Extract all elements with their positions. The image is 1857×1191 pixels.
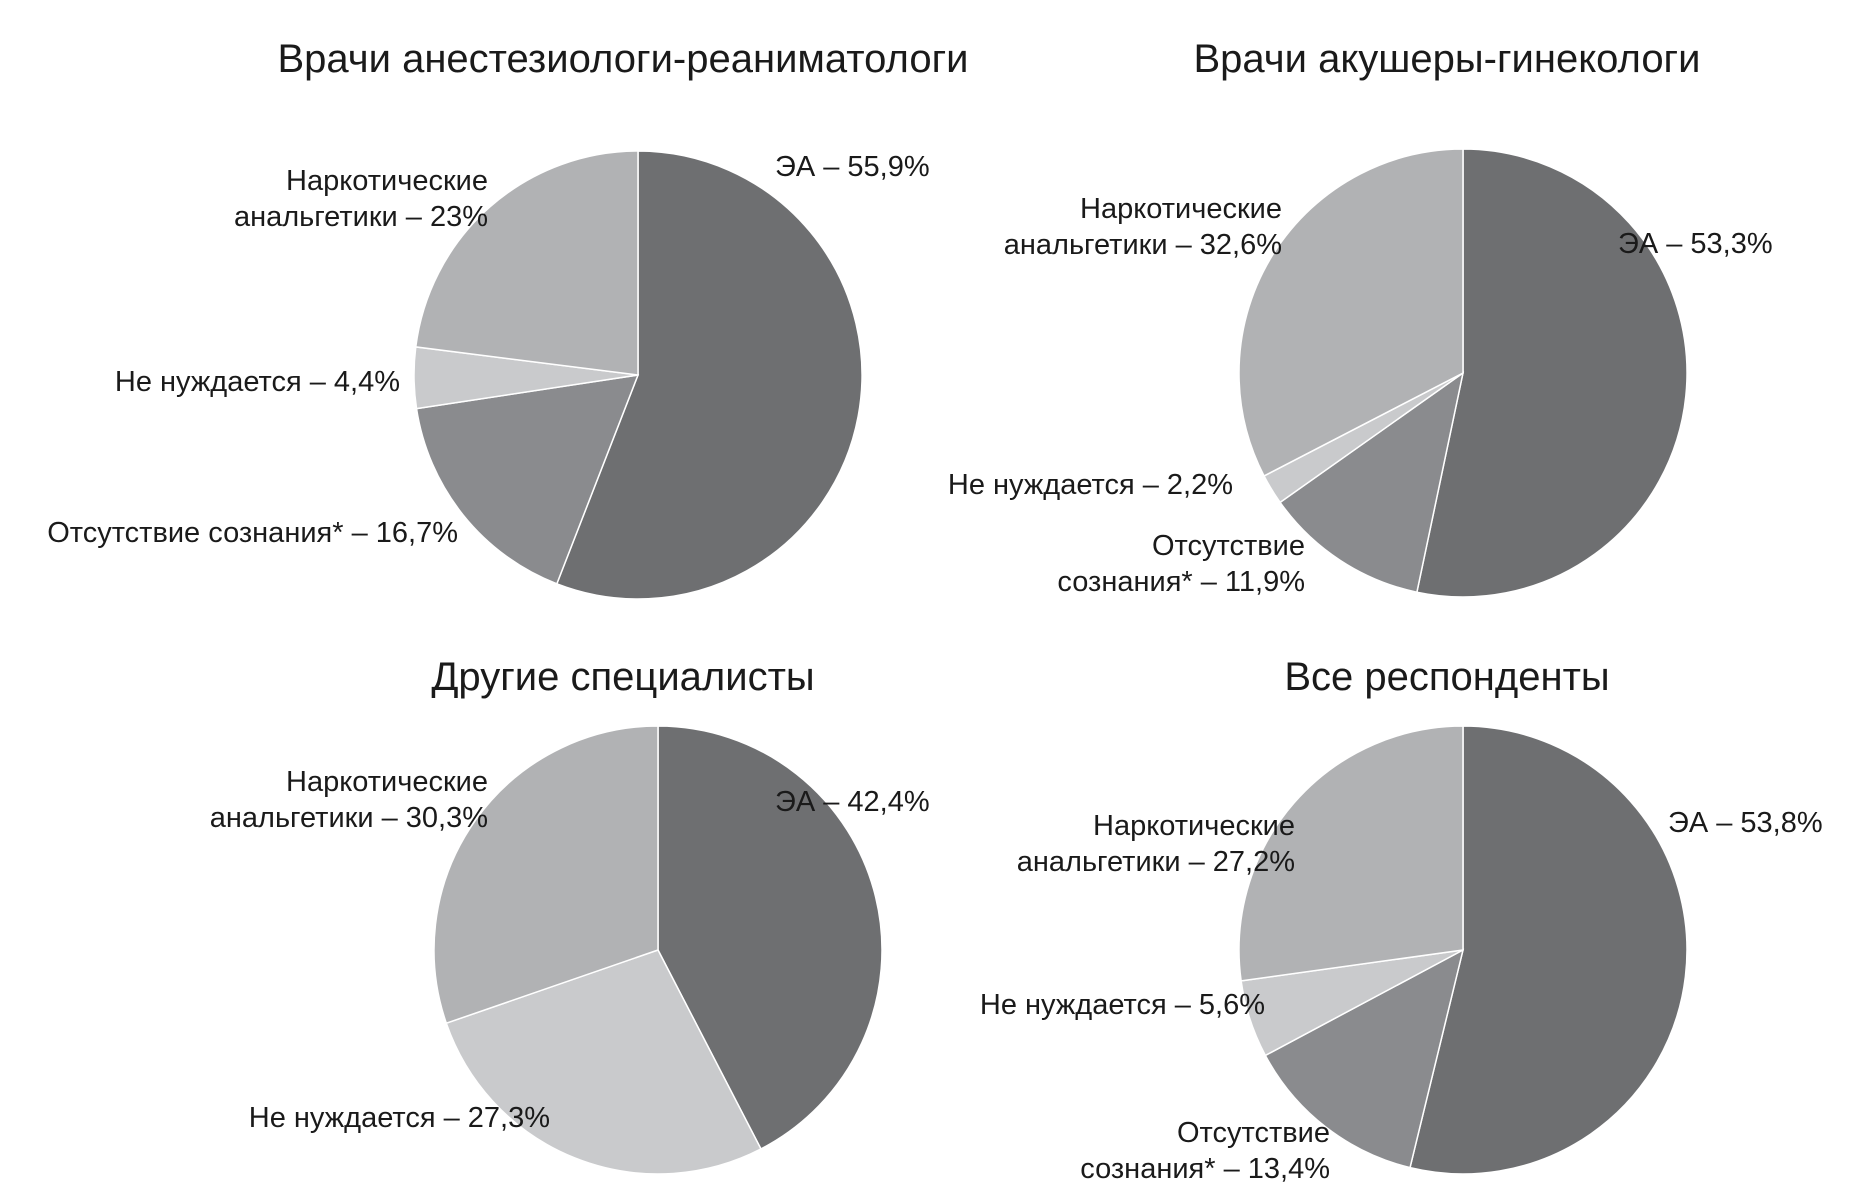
slice-label-other-specialists-2: Наркотические анальгетики – 30,3% [210,766,488,834]
slice-label-line: Не нуждается – 27,3% [249,1102,550,1134]
slice-label-obstetricians-0: ЭА – 53,3% [1618,228,1773,260]
pie-slice-other-specialists-0 [657,725,883,1150]
slice-label-obstetricians-2: Не нуждается – 2,2% [948,469,1233,501]
pie-slice-other-specialists-1 [445,949,762,1175]
pie-slice-obstetricians-0 [1416,148,1688,598]
slice-label-line: анальгетики – 30,3% [210,802,488,834]
slice-label-line: Не нуждается – 5,6% [980,989,1265,1021]
slice-label-other-specialists-1: Не нуждается – 27,3% [249,1102,550,1134]
slice-label-line: Наркотические [1080,193,1282,225]
chart-title-all-respondents: Все респонденты [1284,655,1609,699]
slices-anesthesiologists: ЭА – 55,9% Отсутствие сознания* – 16,7% Не… [47,150,930,600]
slice-label-anesthesiologists-1: Отсутствие сознания* – 16,7% [47,517,458,549]
slice-label-all-respondents-3: Наркотические анальгетики – 27,2% [1017,810,1295,878]
slices-all-respondents: ЭА – 53,8% Отсутствие сознания* – 13,4% Не … [980,725,1823,1185]
slice-label-all-respondents-0: ЭА – 53,8% [1668,807,1823,839]
slice-label-line: анальгетики – 32,6% [1004,229,1282,261]
slice-label-line: Отсутствие [1152,530,1305,562]
pie-slice-obstetricians-3 [1238,148,1464,477]
slice-label-line: ЭА – 53,8% [1668,807,1823,839]
slice-label-anesthesiologists-2: Не нуждается – 4,4% [115,366,400,398]
pie-slice-anesthesiologists-1 [415,374,640,585]
slice-label-line: Отсутствие сознания* – 16,7% [47,517,458,549]
chart-all-respondents: Все респонденты ЭА – 53,8% Отсутствие созн… [980,655,1823,1185]
slice-label-line: Наркотические [286,766,488,798]
slice-label-line: Не нуждается – 4,4% [115,366,400,398]
pie-slice-other-specialists-2 [433,725,659,1025]
slice-label-obstetricians-3: Наркотические анальгетики – 32,6% [1004,193,1282,261]
slice-label-anesthesiologists-3: Наркотические анальгетики – 23% [234,165,488,233]
pie-slice-all-respondents-0 [1409,725,1688,1175]
chart-title-anesthesiologists: Врачи анестезиологи-реаниматологи [278,37,969,81]
chart-obstetricians: Врачи акушеры-гинекологи ЭА – 53,3% Отсут… [948,37,1773,598]
slice-label-line: ЭА – 42,4% [775,786,930,818]
slice-label-all-respondents-1: Отсутствие сознания* – 13,4% [1080,1117,1330,1185]
slice-label-line: Не нуждается – 2,2% [948,469,1233,501]
chart-title-obstetricians: Врачи акушеры-гинекологи [1194,37,1701,81]
chart-anesthesiologists: Врачи анестезиологи-реаниматологи ЭА – 5… [47,37,969,600]
slice-label-line: Отсутствие [1177,1117,1330,1149]
pie-slice-anesthesiologists-3 [414,150,639,376]
chart-title-other-specialists: Другие специалисты [431,655,814,699]
slice-label-line: сознания* – 11,9% [1057,566,1305,598]
chart-other-specialists: Другие специалисты ЭА – 42,4% Не нуждаетс… [210,655,930,1175]
pie-slice-anesthesiologists-0 [555,150,863,600]
pie-slice-obstetricians-1 [1279,371,1465,594]
slice-label-obstetricians-1: Отсутствие сознания* – 11,9% [1057,530,1305,598]
slice-label-other-specialists-0: ЭА – 42,4% [775,786,930,818]
slice-label-line: Наркотические [1093,810,1295,842]
slice-label-all-respondents-2: Не нуждается – 5,6% [980,989,1265,1021]
slices-obstetricians: ЭА – 53,3% Отсутствие сознания* – 11,9% Не … [948,148,1773,598]
slice-label-line: анальгетики – 23% [234,201,488,233]
slices-other-specialists: ЭА – 42,4% Не нуждается – 27,3% Наркотичес… [210,725,930,1175]
slice-label-line: Наркотические [286,165,488,197]
pie-slice-all-respondents-3 [1238,725,1464,982]
slice-label-anesthesiologists-0: ЭА – 55,9% [775,151,930,183]
pie-slice-all-respondents-1 [1264,948,1465,1169]
slice-label-line: ЭА – 55,9% [775,151,930,183]
slice-label-line: сознания* – 13,4% [1080,1153,1330,1185]
slice-label-line: анальгетики – 27,2% [1017,846,1295,878]
slice-label-line: ЭА – 53,3% [1618,228,1773,260]
